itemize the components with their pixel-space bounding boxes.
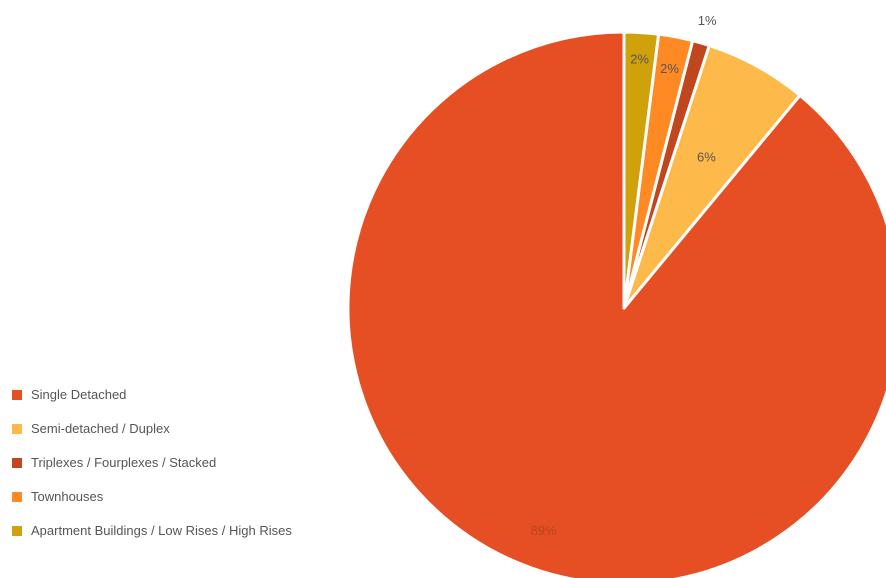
legend-swatch bbox=[12, 525, 22, 536]
legend-item-semi-detached-duplex[interactable]: Semi-detached / Duplex bbox=[12, 420, 292, 437]
legend-swatch bbox=[12, 457, 22, 468]
legend-item-townhouses[interactable]: Townhouses bbox=[12, 488, 292, 505]
pie-slice-label-4: 2% bbox=[630, 52, 649, 67]
legend-item-triplexes-fourplexes-stacked[interactable]: Triplexes / Fourplexes / Stacked bbox=[12, 454, 292, 471]
pie-slice-4[interactable] bbox=[622, 30, 661, 310]
legend-label: Apartment Buildings / Low Rises / High R… bbox=[31, 523, 292, 538]
legend-label: Semi-detached / Duplex bbox=[31, 421, 170, 436]
pie-slices bbox=[346, 30, 886, 578]
pie-slice-0[interactable] bbox=[346, 30, 886, 578]
legend-label: Townhouses bbox=[31, 489, 104, 504]
legend-item-apartment-buildings[interactable]: Apartment Buildings / Low Rises / High R… bbox=[12, 522, 292, 539]
pie-slice-label-3: 2% bbox=[660, 61, 679, 76]
legend-label: Single Detached bbox=[31, 387, 127, 402]
pie-slice-label-1: 6% bbox=[697, 149, 716, 164]
legend-swatch bbox=[12, 491, 22, 502]
legend-swatch bbox=[12, 389, 22, 400]
pie-slice-labels: 89% 6% 1% 2% 2% bbox=[531, 13, 717, 538]
legend-label: Triplexes / Fourplexes / Stacked bbox=[31, 455, 217, 470]
pie-slice-label-2: 1% bbox=[698, 13, 717, 28]
legend: Single Detached Semi-detached / Duplex T… bbox=[12, 386, 292, 556]
legend-swatch bbox=[12, 423, 22, 434]
legend-item-single-detached[interactable]: Single Detached bbox=[12, 386, 292, 403]
pie-slice-label-0: 89% bbox=[531, 523, 557, 538]
